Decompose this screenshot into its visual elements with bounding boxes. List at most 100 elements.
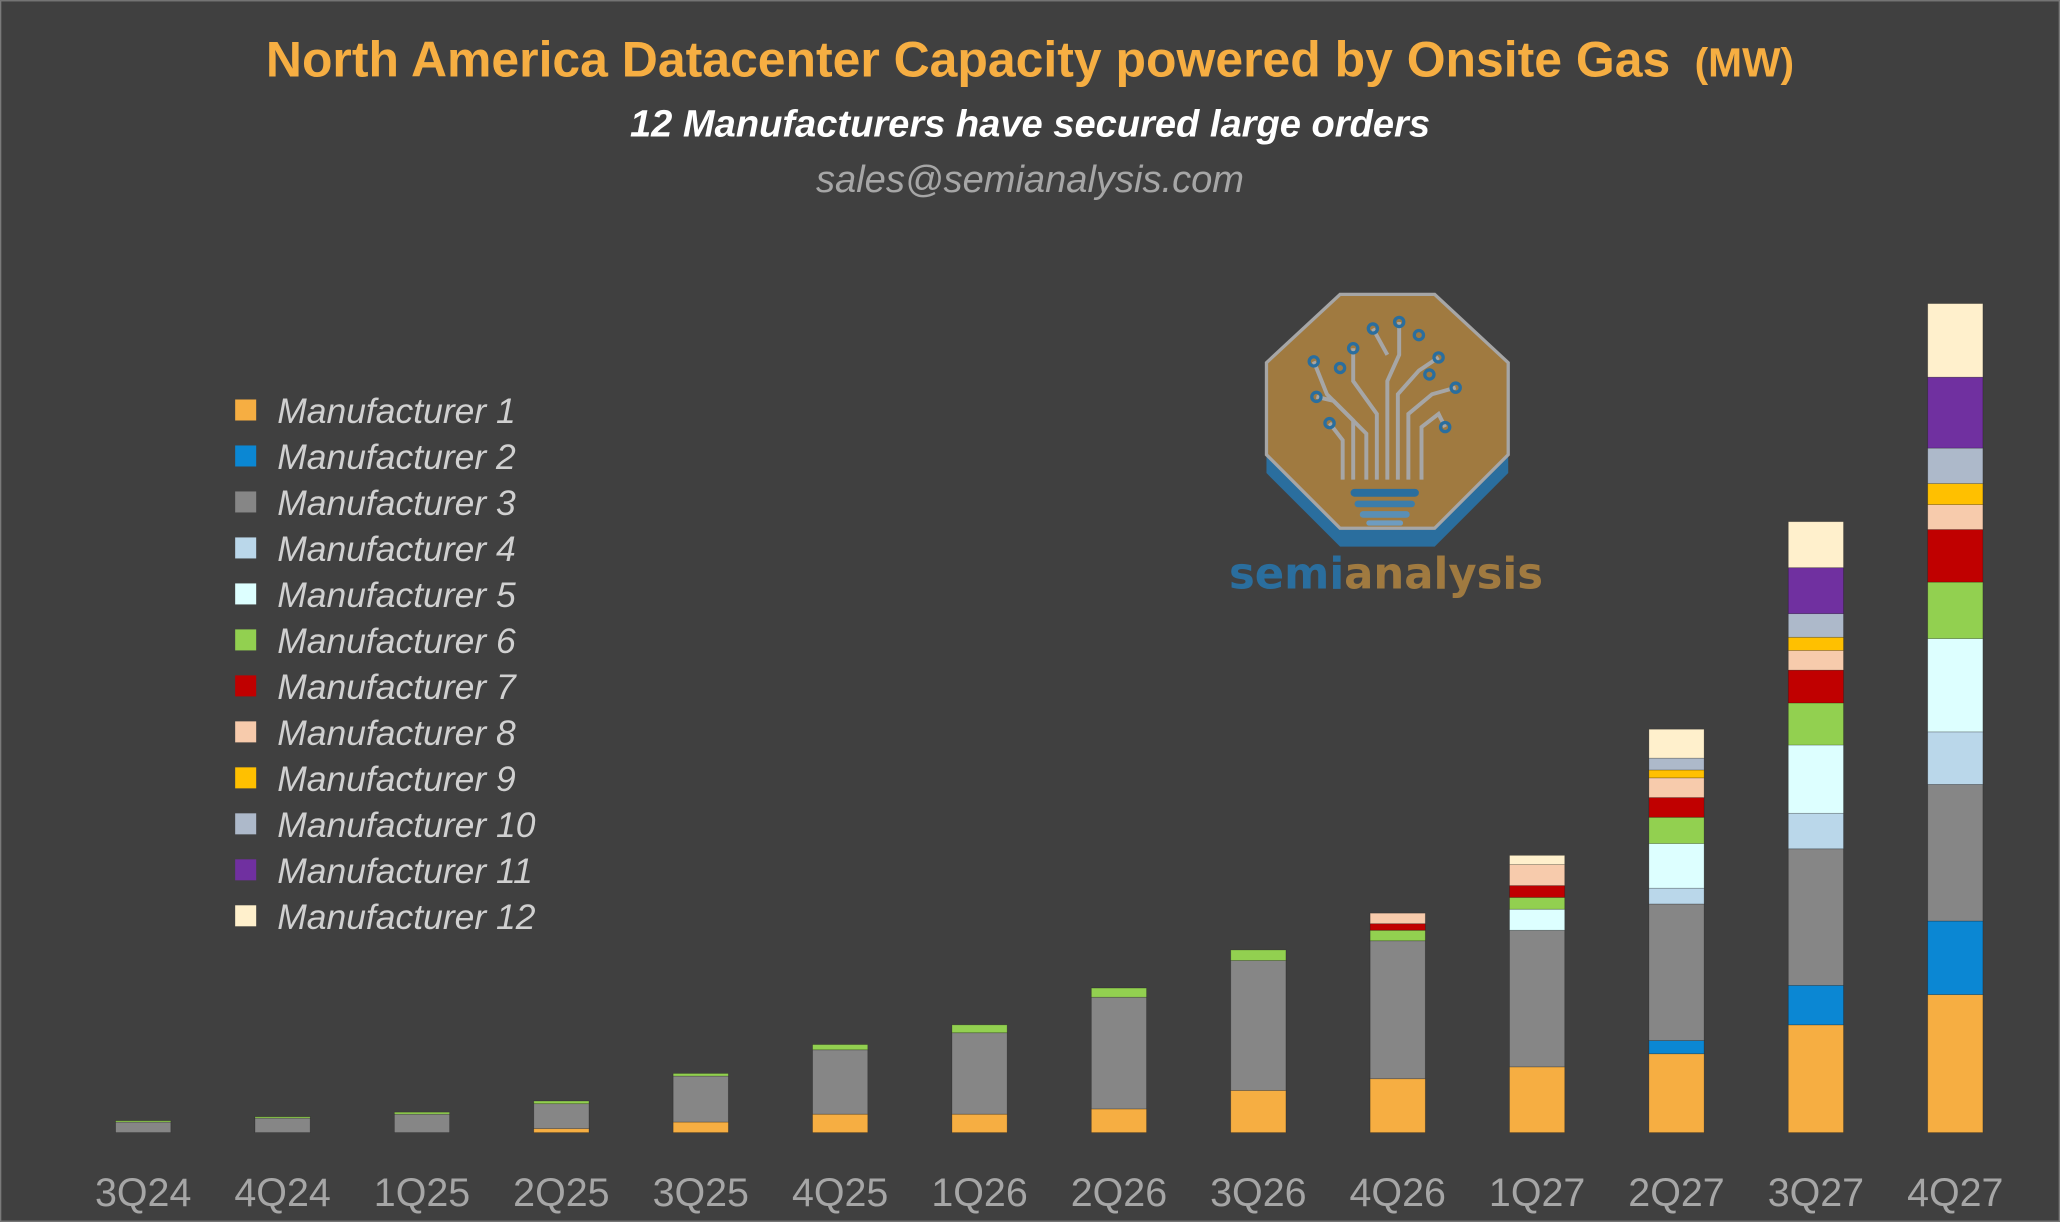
bar-segment-manufacturer-3-3Q25	[672, 1075, 729, 1123]
legend-label: Manufacturer 9	[277, 759, 516, 799]
bar-segment-manufacturer-12-2Q27	[1648, 728, 1705, 759]
bar-segment-manufacturer-6-4Q24	[254, 1116, 311, 1119]
bar-segment-manufacturer-3-4Q24	[254, 1117, 311, 1133]
bar-segment-manufacturer-3-4Q25	[812, 1049, 869, 1115]
legend-label: Manufacturer 3	[277, 483, 516, 523]
legend-swatch	[235, 491, 257, 513]
bar-segment-manufacturer-1-4Q27	[1927, 994, 1984, 1133]
bar-segment-manufacturer-7-3Q27	[1787, 669, 1844, 704]
bar-segment-manufacturer-1-2Q27	[1648, 1053, 1705, 1133]
bar-stack-1Q25	[394, 1111, 450, 1133]
x-tick-label: 3Q25	[653, 1171, 749, 1215]
bar-segment-manufacturer-7-2Q27	[1648, 797, 1705, 818]
legend-label: Manufacturer 10	[277, 805, 536, 845]
bar-segment-manufacturer-11-4Q27	[1927, 376, 1984, 449]
bar-segment-manufacturer-6-3Q25	[672, 1073, 729, 1077]
bar-segment-manufacturer-12-1Q27	[1509, 854, 1566, 865]
bar-segment-manufacturer-6-2Q25	[533, 1100, 590, 1105]
legend-swatch	[235, 905, 257, 927]
bar-segment-manufacturer-1-2Q25	[533, 1128, 590, 1133]
bar-segment-manufacturer-4-4Q27	[1927, 731, 1984, 785]
bar-segment-manufacturer-9-2Q27	[1648, 769, 1705, 779]
x-tick-label: 1Q25	[374, 1171, 470, 1215]
x-tick-label: 4Q26	[1350, 1171, 1446, 1215]
bar-segment-manufacturer-2-3Q27	[1787, 985, 1844, 1026]
bar-segment-manufacturer-10-4Q27	[1927, 447, 1984, 484]
bar-segment-manufacturer-1-2Q26	[1090, 1108, 1147, 1133]
bar-segment-manufacturer-5-2Q27	[1648, 843, 1705, 889]
bar-stack-4Q25	[812, 1044, 869, 1133]
bar-segment-manufacturer-3-4Q26	[1369, 940, 1426, 1080]
x-axis-labels: 3Q24 4Q24 1Q25 2Q25 3Q25 4Q25 1Q26 2Q26 3Q26 4Q26…	[95, 1171, 2003, 1215]
x-tick-label: 1Q27	[1489, 1171, 1585, 1215]
bar-segment-manufacturer-3-2Q25	[533, 1103, 590, 1130]
bar-segment-manufacturer-12-3Q27	[1787, 521, 1844, 569]
bar-segment-manufacturer-5-3Q27	[1787, 744, 1844, 814]
bar-segment-manufacturer-8-3Q27	[1787, 650, 1844, 671]
bar-segment-manufacturer-1-3Q27	[1787, 1024, 1844, 1133]
bar-segment-manufacturer-10-3Q27	[1787, 613, 1844, 638]
bar-segment-manufacturer-10-2Q27	[1648, 757, 1705, 771]
bar-segment-manufacturer-12-4Q27	[1927, 303, 1984, 378]
bar-segment-manufacturer-7-1Q27	[1509, 885, 1566, 898]
legend-label: Manufacturer 7	[277, 667, 517, 707]
bar-segment-manufacturer-1-4Q25	[812, 1113, 869, 1133]
bar-segment-manufacturer-6-2Q27	[1648, 816, 1705, 844]
chart-title-main: North America Datacenter Capacity powere…	[266, 31, 1670, 87]
legend-label: Manufacturer 11	[277, 851, 533, 891]
bar-segment-manufacturer-8-4Q27	[1927, 504, 1984, 530]
x-tick-label: 3Q24	[95, 1171, 191, 1215]
bar-segment-manufacturer-6-4Q25	[812, 1044, 869, 1051]
x-tick-label: 2Q25	[513, 1171, 609, 1215]
bar-segment-manufacturer-3-1Q27	[1509, 929, 1566, 1068]
bar-segment-manufacturer-5-4Q27	[1927, 638, 1984, 733]
bar-segment-manufacturer-1-3Q25	[672, 1121, 729, 1133]
x-tick-label: 3Q27	[1768, 1171, 1864, 1215]
bar-segment-manufacturer-6-4Q26	[1369, 929, 1426, 942]
bar-stack-3Q26	[1230, 949, 1287, 1133]
bar-segment-manufacturer-6-2Q26	[1090, 987, 1147, 998]
bar-segment-manufacturer-9-3Q27	[1787, 636, 1844, 651]
semianalysis-logo: semianalysis	[1229, 292, 1543, 600]
bar-segment-manufacturer-3-1Q26	[951, 1032, 1008, 1115]
bar-segment-manufacturer-5-1Q27	[1509, 908, 1566, 931]
bar-stack-4Q27	[1927, 303, 1984, 1133]
bar-segment-manufacturer-3-1Q25	[394, 1113, 450, 1133]
bar-stack-3Q24	[115, 1120, 172, 1133]
bar-segment-manufacturer-11-3Q27	[1787, 567, 1844, 615]
bar-segment-manufacturer-4-2Q27	[1648, 887, 1705, 905]
bar-segment-manufacturer-6-4Q27	[1927, 581, 1984, 639]
bar-stack-3Q27	[1787, 521, 1844, 1133]
legend-swatch	[235, 629, 257, 651]
legend-label: Manufacturer 12	[277, 897, 536, 937]
x-tick-label: 2Q27	[1628, 1171, 1724, 1215]
legend-label: Manufacturer 8	[277, 713, 516, 753]
bulb-base-icon	[1350, 488, 1419, 526]
bar-stack-1Q26	[951, 1024, 1008, 1133]
legend: Manufacturer 1 Manufacturer 2 Manufacturer…	[235, 391, 536, 937]
legend-label: Manufacturer 5	[277, 575, 516, 615]
bar-segment-manufacturer-3-2Q26	[1090, 996, 1147, 1110]
chart-title-unit: (MW)	[1695, 39, 1794, 85]
legend-swatch	[235, 583, 257, 605]
bar-stack-2Q27	[1648, 728, 1705, 1133]
bar-segment-manufacturer-6-3Q24	[115, 1120, 172, 1123]
bar-segment-manufacturer-1-4Q26	[1369, 1078, 1426, 1133]
bar-segment-manufacturer-3-3Q24	[115, 1121, 172, 1133]
legend-label: Manufacturer 6	[277, 621, 516, 661]
bar-stack-2Q26	[1090, 987, 1147, 1133]
bar-segment-manufacturer-3-4Q27	[1927, 784, 1984, 922]
x-tick-label: 1Q26	[931, 1171, 1027, 1215]
bar-stack-4Q26	[1369, 912, 1426, 1133]
x-tick-label: 4Q25	[792, 1171, 888, 1215]
bar-segment-manufacturer-1-3Q26	[1230, 1090, 1287, 1133]
chart-title: North America Datacenter Capacity powere…	[266, 31, 1794, 87]
bar-segment-manufacturer-6-3Q27	[1787, 702, 1844, 746]
bar-stack-3Q25	[672, 1073, 729, 1133]
legend-swatch	[235, 859, 257, 881]
legend-label: Manufacturer 4	[277, 529, 516, 569]
legend-swatch	[235, 537, 257, 559]
bar-segment-manufacturer-6-3Q26	[1230, 949, 1287, 961]
